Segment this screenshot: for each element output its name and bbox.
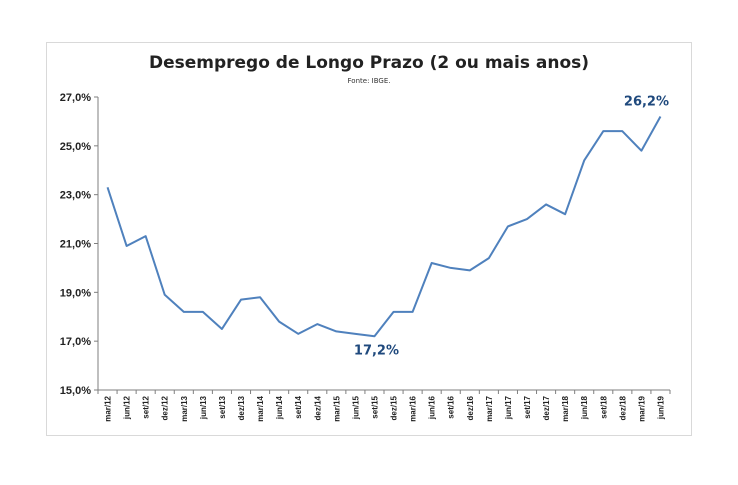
x-tick-label: mar/18: [561, 395, 570, 421]
chart-frame: [46, 42, 692, 436]
x-tick-label: jun/18: [580, 395, 589, 420]
y-tick-label: 19,0%: [60, 287, 91, 299]
y-tick-label: 23,0%: [60, 190, 91, 202]
data-label: 17,2%: [354, 343, 399, 358]
x-tick-label: jun/19: [656, 395, 665, 420]
x-tick-label: mar/14: [256, 395, 265, 421]
x-tick-label: dez/18: [618, 395, 627, 420]
x-tick-label: set/17: [523, 395, 532, 418]
x-tick-label: dez/14: [313, 395, 322, 420]
x-tick-label: set/15: [370, 395, 379, 418]
x-tick-label: mar/19: [637, 395, 646, 421]
y-tick-label: 25,0%: [60, 141, 91, 153]
x-tick-label: set/18: [599, 395, 608, 418]
x-tick-label: jun/12: [123, 395, 132, 420]
x-tick-label: dez/17: [542, 395, 551, 420]
x-tick-label: mar/17: [485, 395, 494, 421]
x-tick-label: set/16: [447, 395, 456, 418]
x-tick-label: jun/17: [504, 395, 513, 420]
x-tick-label: set/12: [142, 395, 151, 418]
x-tick-label: jun/16: [428, 395, 437, 420]
data-label: 26,2%: [624, 95, 669, 110]
x-tick-label: mar/13: [180, 395, 189, 421]
x-tick-label: set/14: [294, 395, 303, 418]
x-tick-label: set/13: [218, 395, 227, 418]
y-tick-label: 15,0%: [60, 385, 91, 397]
x-tick-label: jun/14: [275, 395, 284, 420]
chart-title: Desemprego de Longo Prazo (2 ou mais ano…: [148, 53, 590, 73]
series-line: [106, 116, 662, 338]
x-tick-label: mar/12: [104, 395, 113, 421]
x-tick-label: dez/12: [161, 395, 170, 420]
x-tick-label: dez/13: [237, 395, 246, 420]
x-tick-label: dez/15: [390, 395, 399, 420]
x-tick-label: mar/15: [332, 395, 341, 421]
y-tick-label: 17,0%: [60, 336, 91, 348]
chart-subtitle: Fonte: IBGE.: [347, 77, 391, 85]
x-tick-label: mar/16: [409, 395, 418, 421]
y-tick-label: 21,0%: [60, 239, 91, 251]
x-tick-label: jun/13: [199, 395, 208, 420]
y-tick-label: 27,0%: [60, 92, 91, 104]
x-tick-label: jun/15: [351, 395, 360, 420]
x-tick-label: dez/16: [466, 395, 475, 420]
